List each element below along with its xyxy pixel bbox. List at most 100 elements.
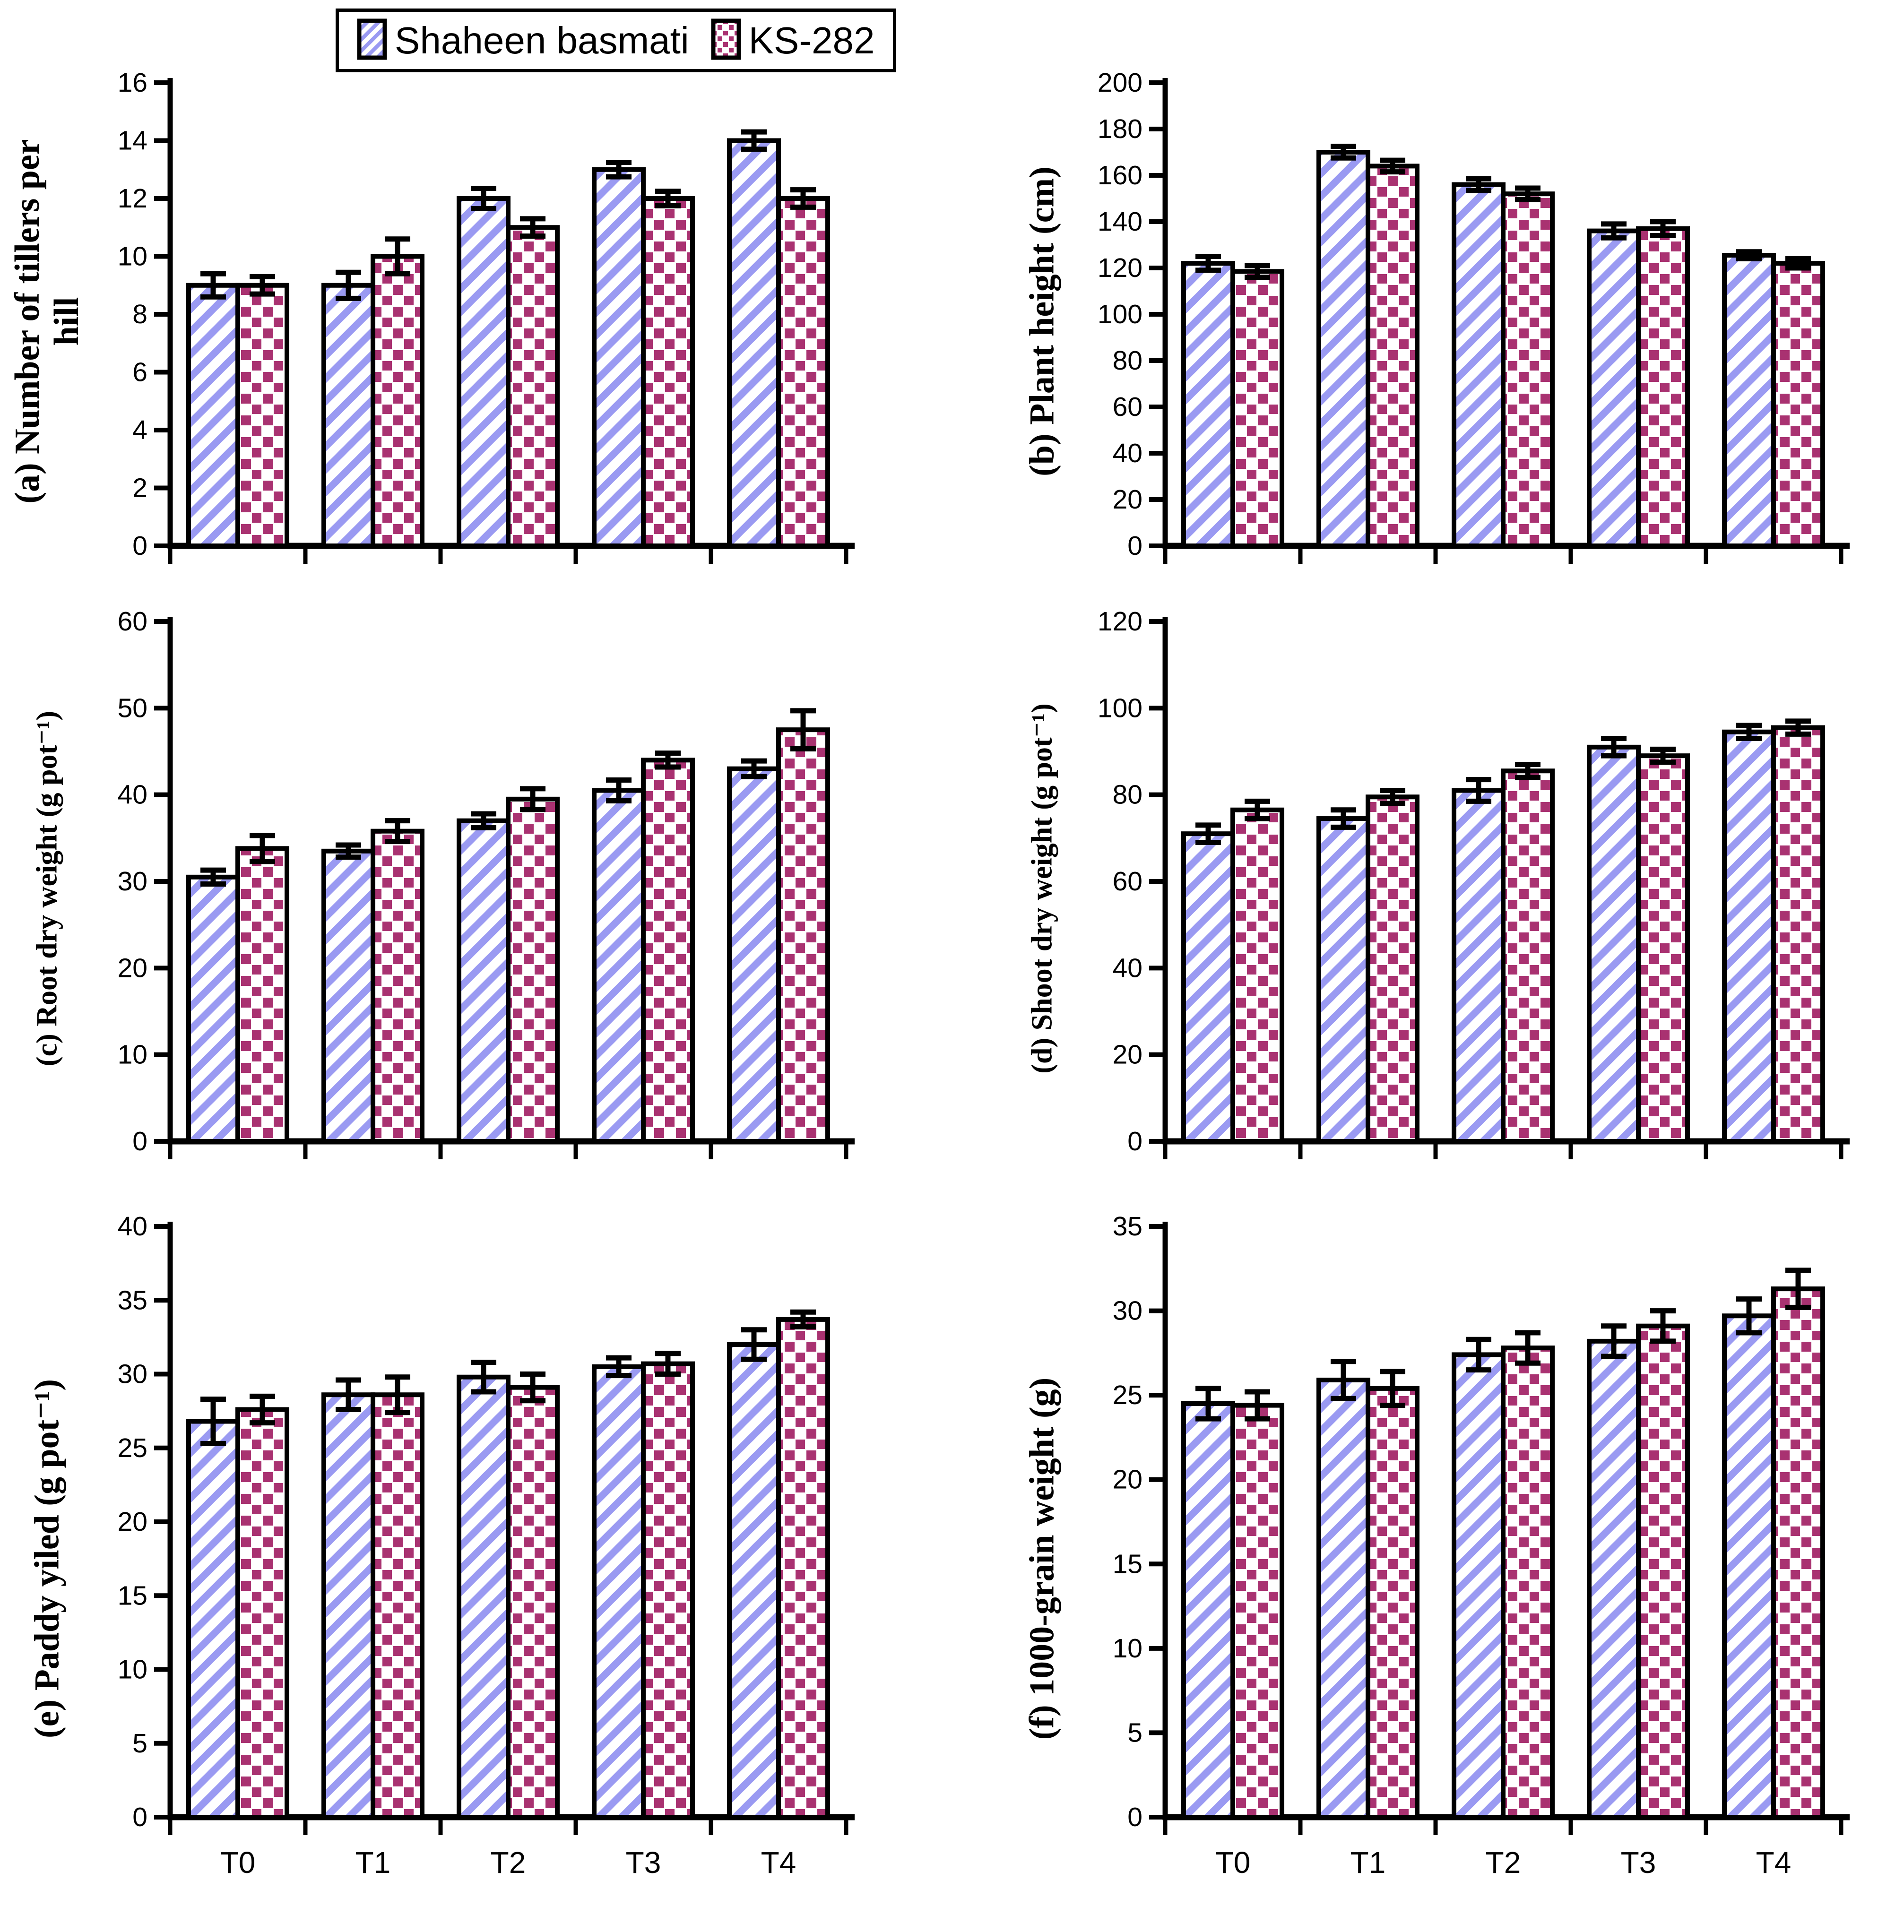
panel-d-shoot-dry-weight: (d) Shoot dry weight (g pot⁻¹) 0 20 40 60 80…: [1002, 605, 1877, 1172]
x-category-label: T2: [491, 1846, 526, 1880]
y-tick-label: 20: [1113, 1040, 1142, 1070]
y-axis-title-column: (e) Paddy yiled (g pot⁻¹): [7, 1210, 87, 1907]
y-tick-label: 160: [1098, 160, 1142, 190]
y-tick-label: 12: [118, 183, 147, 214]
bar-chart-b: 0 20 40 60 80 100 120 140 160 180 200: [1098, 68, 1850, 564]
y-tick-label: 10: [118, 1655, 147, 1685]
bar-chart-d: 0 20 40 60 80 100 120: [1098, 606, 1850, 1159]
bar-shaheen-T2: [457, 196, 511, 548]
x-category-label: T4: [761, 1846, 796, 1880]
y-tick-label: 5: [132, 1728, 147, 1759]
y-tick-label: 2: [132, 473, 147, 503]
y-tick-label: 0: [1127, 531, 1142, 561]
bar-shaheen-T2: [1452, 1352, 1506, 1820]
bar-shaheen-T0: [186, 283, 240, 548]
bar-shaheen-T4: [1722, 1313, 1776, 1820]
chart-d: 0 20 40 60 80 100 120: [1082, 605, 1877, 1172]
x-category-label: T2: [1486, 1846, 1521, 1880]
bar-ks282-T0: [235, 283, 289, 548]
red-dot-pattern: [711, 18, 741, 60]
y-axis-title: (a) Number of tillers per hill: [8, 139, 86, 504]
y-tick-label: 100: [1098, 693, 1142, 723]
bar-shaheen-T2: [1452, 182, 1506, 549]
y-tick-label: 40: [118, 1211, 147, 1242]
bar-shaheen-T1: [321, 848, 375, 1144]
y-tick-label: 0: [1127, 1802, 1142, 1832]
chart-e: 0 5 10 15 20 25 30 35 40 T0 T1 T2 T3 T4: [87, 1210, 882, 1907]
bar-shaheen-T1: [321, 283, 375, 548]
chart-b: 0 20 40 60 80 100 120 140 160 180 200: [1082, 66, 1877, 577]
y-tick-label: 10: [118, 1040, 147, 1070]
bar-ks282-T2: [1501, 191, 1555, 548]
bar-ks282-T4: [1771, 261, 1825, 548]
y-tick-label: 30: [118, 1359, 147, 1389]
legend-item-ks282: KS-282: [711, 18, 875, 62]
bar-chart-a: 0 2 4 6 8 10 12 14 16: [118, 68, 855, 564]
bar-shaheen-T4: [1722, 253, 1776, 548]
red-dot-swatch-icon: [711, 18, 741, 62]
bar-ks282-T4: [1771, 725, 1825, 1144]
y-tick-label: 40: [1113, 953, 1142, 983]
bar-shaheen-T0: [186, 1419, 240, 1820]
bar-chart-e: 0 5 10 15 20 25 30 35 40 T0 T1 T2 T3 T4: [118, 1211, 855, 1880]
bar-shaheen-T3: [1587, 744, 1641, 1144]
y-tick-label: 40: [118, 780, 147, 810]
bar-ks282-T4: [776, 1317, 830, 1820]
bar-shaheen-T2: [457, 1374, 511, 1820]
y-tick-label: 5: [1127, 1717, 1142, 1748]
legend-label: KS-282: [748, 19, 875, 61]
y-tick-label: 0: [1127, 1126, 1142, 1156]
bar-ks282-T0: [1230, 1403, 1284, 1820]
bar-shaheen-T0: [186, 874, 240, 1144]
bar-ks282-T4: [776, 727, 830, 1144]
bar-chart-c: 0 10 20 30 40 50 60: [118, 606, 855, 1159]
y-tick-label: 4: [132, 415, 147, 445]
x-category-label: T4: [1756, 1846, 1791, 1880]
bar-shaheen-T4: [727, 1342, 781, 1820]
y-axis-title: (c) Root dry weight (g pot⁻¹): [31, 710, 63, 1067]
y-tick-label: 25: [118, 1433, 147, 1463]
y-axis-title: (b) Plant height (cm): [1022, 166, 1062, 476]
bar-ks282-T1: [1366, 164, 1419, 548]
y-tick-label: 6: [132, 357, 147, 388]
blue-stripe-swatch-icon: [357, 18, 387, 62]
y-tick-label: 140: [1098, 207, 1142, 237]
bar-ks282-T1: [1366, 794, 1419, 1144]
y-tick-label: 8: [132, 299, 147, 329]
bar-ks282-T2: [506, 225, 560, 548]
x-category-label: T0: [220, 1846, 256, 1880]
legend-item-shaheen: Shaheen basmati: [357, 18, 689, 62]
y-tick-label: 120: [1098, 253, 1142, 283]
bar-ks282-T3: [1636, 1323, 1690, 1820]
bar-shaheen-T4: [1722, 729, 1776, 1144]
y-tick-label: 16: [118, 68, 147, 98]
y-tick-label: 14: [118, 126, 147, 156]
bar-shaheen-T2: [457, 818, 511, 1144]
bar-shaheen-T4: [727, 766, 781, 1144]
bar-ks282-T2: [506, 796, 560, 1144]
bar-ks282-T0: [235, 846, 289, 1144]
panel-e-paddy-yield: (e) Paddy yiled (g pot⁻¹) 0 5 10 15 20 25 30 35…: [7, 1210, 882, 1907]
y-tick-label: 100: [1098, 299, 1142, 329]
y-tick-label: 30: [1113, 1296, 1142, 1326]
bar-shaheen-T3: [1587, 228, 1641, 549]
bar-ks282-T4: [1771, 1286, 1825, 1820]
panel-f-grain-weight: (f) 1000-grain weight (g) 0 5 10 15 20 25 30 35…: [1002, 1210, 1877, 1907]
bar-shaheen-T3: [1587, 1338, 1641, 1820]
legend-label: Shaheen basmati: [395, 19, 689, 61]
y-tick-label: 60: [1113, 866, 1142, 897]
bar-ks282-T2: [506, 1385, 560, 1820]
y-axis-title-column: (f) 1000-grain weight (g): [1002, 1210, 1082, 1907]
bar-ks282-T0: [1230, 807, 1284, 1144]
bar-shaheen-T0: [1181, 831, 1235, 1144]
panel-c-root-dry-weight: (c) Root dry weight (g pot⁻¹) 0 10 20 30 40 5…: [7, 605, 882, 1172]
y-tick-label: 60: [1113, 392, 1142, 422]
x-category-label: T3: [626, 1846, 661, 1880]
y-tick-label: 200: [1098, 68, 1142, 98]
chart-legend: Shaheen basmati KS-282: [336, 9, 896, 72]
bar-shaheen-T1: [321, 1392, 375, 1820]
y-tick-label: 30: [118, 866, 147, 897]
y-tick-label: 25: [1113, 1380, 1142, 1410]
bar-shaheen-T1: [1316, 150, 1370, 548]
bar-shaheen-T3: [592, 1364, 646, 1820]
